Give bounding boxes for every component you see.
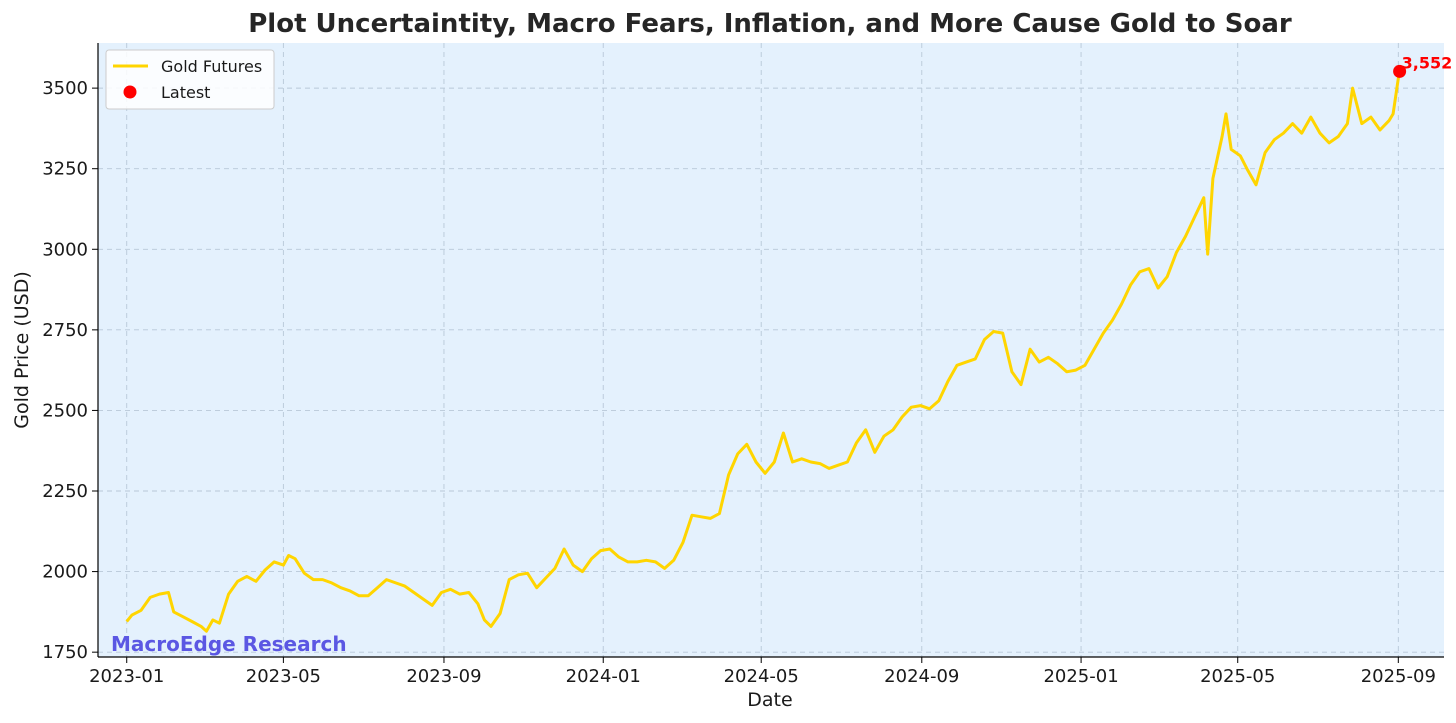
y-tick-label: 1750	[42, 642, 88, 663]
legend: Gold Futures Latest	[105, 49, 275, 110]
x-tick-label: 2024-05	[724, 666, 799, 687]
x-axis-label: Date	[747, 689, 792, 711]
y-tick-label: 2500	[42, 400, 88, 421]
y-tick-label: 2250	[42, 481, 88, 502]
y-tick-label: 3250	[42, 159, 88, 180]
x-tick-label: 2025-05	[1200, 666, 1275, 687]
watermark-text: MacroEdge Research	[111, 632, 347, 656]
y-axis-label: Gold Price (USD)	[11, 271, 33, 429]
x-tick-label: 2024-09	[884, 666, 959, 687]
legend-label-gold-futures: Gold Futures	[161, 57, 262, 76]
x-tick-label: 2025-01	[1043, 666, 1118, 687]
x-tick-label: 2025-09	[1361, 666, 1436, 687]
x-tick-label: 2023-05	[246, 666, 321, 687]
y-tick-label: 2750	[42, 320, 88, 341]
series-line-gold-futures	[125, 71, 1402, 633]
latest-point-marker	[1393, 64, 1407, 78]
x-tick-label: 2023-09	[406, 666, 481, 687]
chart-title: Plot Uncertaintity, Macro Fears, Inflati…	[248, 9, 1292, 39]
x-tick-label: 2023-01	[89, 666, 164, 687]
grid-lines	[98, 43, 1444, 657]
legend-label-latest: Latest	[161, 83, 210, 102]
y-tick-label: 3000	[42, 239, 88, 260]
x-tick-label: 2024-01	[566, 666, 641, 687]
y-tick-label: 2000	[42, 562, 88, 583]
x-axis-ticks: 2023-01 2023-05 2023-09 2024-01 2024-05 2024-…	[89, 657, 1436, 687]
legend-swatch-latest	[123, 85, 137, 99]
y-tick-label: 3500	[42, 78, 88, 99]
y-axis-ticks: 1750 2000 2250 2500 2750 3000 3250 3500	[42, 78, 98, 663]
latest-value-label: 3,552	[1402, 53, 1453, 72]
